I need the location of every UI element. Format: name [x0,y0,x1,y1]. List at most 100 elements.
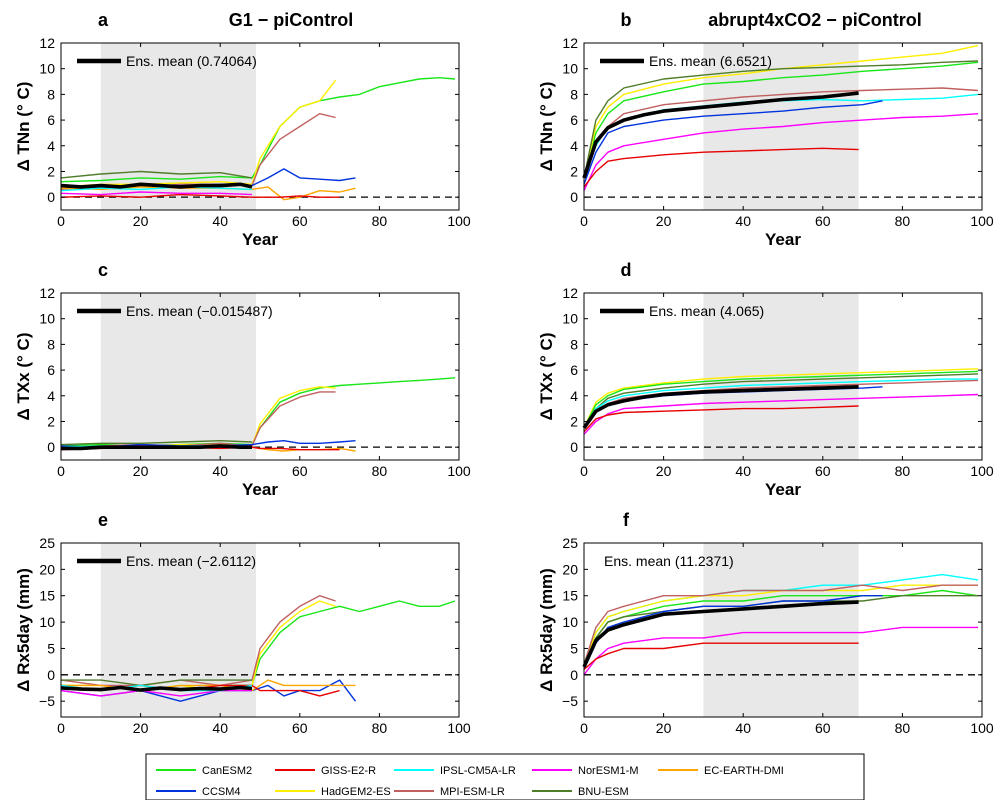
ens-mean-legend-label: Ens. mean (0.74064) [126,53,257,69]
x-tick-label: 20 [133,720,149,736]
y-tick-label: 10 [39,614,55,630]
y-tick-label: 15 [562,588,578,604]
axes-frame [583,42,983,211]
y-tick-label: 6 [570,112,578,128]
x-tick-label: 80 [372,720,388,736]
series-line-ens-mean [582,91,859,179]
y-tick-label: 6 [47,362,55,378]
series-line-hadgem2-es [583,368,979,429]
x-tick-label: 20 [133,213,149,229]
axes-frame [60,542,460,718]
y-tick-label: 4 [570,388,578,404]
legend-label: IPSL-CM5A-LR [440,765,516,777]
x-tick-label: 0 [57,463,65,479]
x-tick-label: 80 [895,463,911,479]
y-tick-label: 0 [570,667,578,683]
series-line-bnu-esm [60,170,253,179]
legend-box [145,753,865,800]
x-tick-label: 80 [372,213,388,229]
x-tick-label: 60 [815,720,831,736]
y-tick-label: −5 [39,693,55,709]
y-tick-label: 25 [39,535,55,551]
x-tick-label: 100 [970,463,994,479]
x-tick-label: 0 [580,720,588,736]
y-tick-label: 12 [562,35,578,51]
y-tick-label: 12 [39,285,55,301]
series-line-bnu-esm [583,373,979,429]
x-tick-label: 60 [292,720,308,736]
y-tick-label: 4 [570,138,578,154]
series-line-mpi-esm-lr [583,584,978,665]
ens-mean-legend-label: Ens. mean (6.6521) [649,53,772,69]
series-line-hadgem2-es [583,584,978,665]
series-line-ccsm4 [60,440,356,448]
y-tick-label: 2 [570,413,578,429]
y-tick-label: 4 [47,388,55,404]
legend-label: NorESM1-M [578,765,639,777]
x-tick-label: 20 [133,463,149,479]
legend-label: BNU-ESM [578,786,629,798]
y-axis-label: Δ TXx (° C) [14,333,33,421]
legend-label: CanESM2 [202,765,252,777]
series-line-ens-mean [60,685,253,692]
y-tick-label: 5 [570,640,578,656]
y-axis-label: Δ TNn (° C) [537,82,556,172]
panel-c: 0 20 40 60 80 100 0 2 4 6 8 10 12 Year Δ TXx (° C) c Ens… [14,260,471,499]
x-tick-label: 80 [895,213,911,229]
x-tick-label: 40 [735,720,751,736]
y-tick-label: 12 [562,285,578,301]
y-tick-label: 4 [47,138,55,154]
x-tick-label: 40 [735,213,751,229]
series-line-canesm2 [583,61,979,179]
series-line-ipsl-cm5a-lr [60,186,253,192]
y-tick-label: 10 [562,311,578,327]
x-tick-label: 0 [57,720,65,736]
series-line-ens-mean [582,600,859,668]
series-line-noresm1-m [583,393,979,435]
series-line-ens-mean [61,444,252,451]
series-line-bnu-esm [583,60,979,179]
y-tick-label: 0 [570,189,578,205]
y-tick-label: 8 [570,86,578,102]
x-tick-label: 20 [656,463,672,479]
y-tick-label: 10 [562,614,578,630]
y-tick-label: 8 [47,86,55,102]
series-line-ens-mean [582,385,859,429]
y-tick-label: −5 [562,693,578,709]
series-line-giss-e2-r [583,147,859,188]
legend-label: CCSM4 [202,786,241,798]
y-tick-label: 0 [47,439,55,455]
y-tick-label: 8 [47,336,55,352]
x-axis-label: Year [242,480,278,499]
x-tick-label: 100 [447,463,471,479]
series-line-ec-earth-dmi [60,186,356,201]
panel-letter: f [623,510,630,530]
panel-a: 0 20 40 60 80 100 0 2 4 6 8 10 12 Year Δ TNn (° C) a G1 … [14,10,471,249]
x-axis-label: Year [765,480,801,499]
x-tick-label: 0 [580,213,588,229]
ens-mean-legend-label: Ens. mean (11.2371) [604,553,734,569]
y-axis-label: Δ Rx5day (mm) [537,568,556,692]
panel-title: G1 − piControl [229,10,354,30]
y-axis-label: Δ TXx (° C) [537,333,556,421]
x-tick-label: 40 [212,463,228,479]
series-line-ens-mean [60,182,253,189]
panel-letter: c [98,260,108,280]
panel-letter: e [98,510,108,530]
x-tick-label: 100 [447,720,471,736]
series-line-bnu-esm [61,679,252,687]
x-tick-label: 60 [292,463,308,479]
ens-mean-legend-label: Ens. mean (−2.6112) [126,553,256,569]
x-tick-label: 80 [895,720,911,736]
x-tick-label: 100 [970,213,994,229]
x-tick-label: 60 [815,213,831,229]
series-line-ipsl-cm5a-lr [583,378,978,429]
x-tick-label: 0 [580,463,588,479]
x-tick-label: 40 [735,463,751,479]
x-tick-label: 80 [372,463,388,479]
x-tick-label: 60 [815,463,831,479]
ens-mean-legend-label: Ens. mean (4.065) [649,303,764,319]
series-line-noresm1-m [583,113,979,191]
